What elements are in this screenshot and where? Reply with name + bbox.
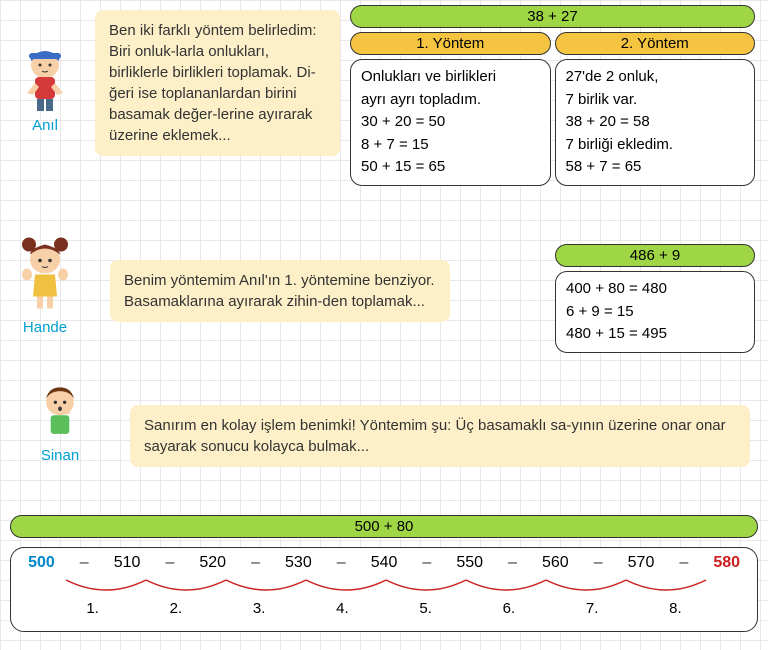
arc-svg	[26, 578, 746, 598]
mid-box: 400 + 80 = 4806 + 9 = 15480 + 15 = 495	[555, 271, 755, 353]
seq-label: 5.	[419, 600, 432, 617]
anil-avatar	[15, 45, 75, 115]
sinan-name: Sinan	[30, 447, 90, 464]
seq-label: 7.	[586, 600, 599, 617]
seq-label: 3.	[253, 600, 266, 617]
character-anil: Anıl	[15, 45, 75, 134]
seq-label: 2.	[170, 600, 183, 617]
seq-num: 560	[535, 554, 576, 572]
seq-num: 500	[21, 554, 62, 572]
bottom-header: 500 + 80	[10, 515, 758, 538]
seq-label: 4.	[336, 600, 349, 617]
anil-name: Anıl	[15, 117, 75, 134]
method1-box: Onlukları ve birlikleriayrı ayrı topladı…	[350, 59, 551, 186]
hande-bubble: Benim yöntemim Anıl'ın 1. yöntemine benz…	[110, 260, 450, 322]
character-hande: Hande	[15, 232, 75, 336]
sinan-bubble: Sanırım en kolay işlem benimki! Yöntemim…	[130, 405, 750, 467]
method1-title: 1. Yöntem	[350, 32, 551, 55]
seq-num: 530	[278, 554, 319, 572]
anil-bubble: Ben iki farklı yöntem belirledim: Biri o…	[95, 10, 340, 156]
mid-header: 486 + 9	[555, 244, 755, 267]
seq-label: 8.	[669, 600, 682, 617]
seq-label: 6.	[503, 600, 516, 617]
method2-title: 2. Yöntem	[555, 32, 756, 55]
sequence-box: 500–510–520–530–540–550–560–570–580 1.2.…	[10, 547, 758, 632]
sinan-avatar	[30, 380, 90, 445]
seq-num: 510	[107, 554, 148, 572]
seq-num: 540	[364, 554, 405, 572]
seq-num: 520	[192, 554, 233, 572]
top-header: 38 + 27	[350, 5, 755, 28]
hande-name: Hande	[15, 319, 75, 336]
method2-box: 27'de 2 onluk,7 birlik var.38 + 20 = 587…	[555, 59, 756, 186]
seq-num: 570	[621, 554, 662, 572]
seq-num: 550	[449, 554, 490, 572]
hande-avatar	[15, 232, 75, 317]
seq-num: 580	[706, 554, 747, 572]
character-sinan: Sinan	[30, 380, 90, 464]
seq-label: 1.	[86, 600, 99, 617]
